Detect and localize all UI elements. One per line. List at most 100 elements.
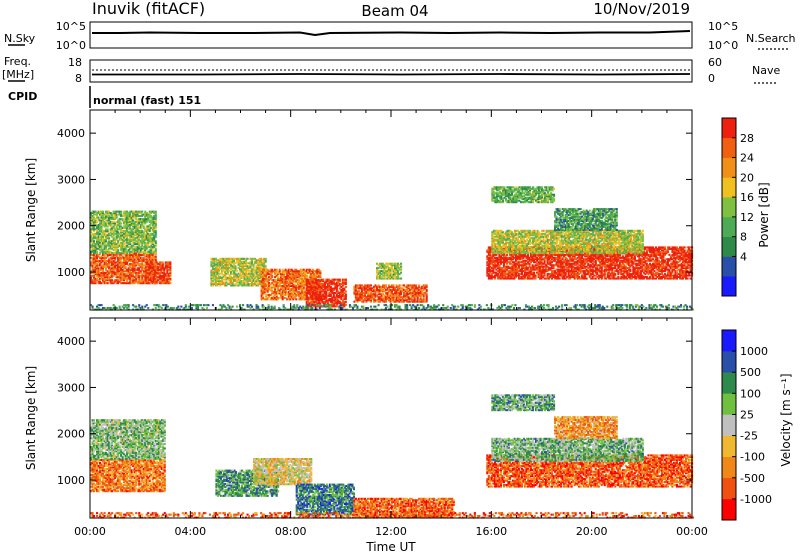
heatmap-cell — [103, 274, 106, 277]
heatmap-cell — [124, 273, 127, 276]
heatmap-cell — [141, 218, 144, 221]
heatmap-cell — [109, 246, 112, 249]
heatmap-cell — [141, 267, 144, 270]
heatmap-cell — [118, 237, 121, 240]
heatmap-cell — [132, 255, 135, 258]
nsky-label: N.Sky — [4, 32, 36, 45]
heatmap-cell — [111, 225, 114, 228]
heatmap-cell — [129, 218, 132, 221]
heatmap-cell — [120, 234, 123, 237]
heatmap-cell — [102, 229, 105, 232]
heatmap-cell — [127, 277, 130, 280]
power-cells — [90, 186, 695, 311]
heatmap-cell — [135, 216, 138, 219]
heatmap-cell — [169, 261, 172, 264]
heatmap-cell — [322, 278, 325, 281]
heatmap-cell — [120, 243, 123, 246]
heatmap-cell — [130, 247, 133, 250]
heatmap-cell — [106, 265, 109, 268]
heatmap-cell — [123, 226, 126, 229]
heatmap-cell — [129, 237, 132, 240]
heatmap-cell — [123, 250, 126, 253]
heatmap-cell — [136, 235, 139, 238]
heatmap-cell — [145, 244, 148, 247]
heatmap-cell — [148, 274, 151, 277]
heatmap-cell — [133, 225, 136, 228]
heatmap-cell — [105, 231, 108, 234]
heatmap-cell — [145, 277, 148, 280]
heatmap-cell — [151, 247, 154, 250]
heatmap-cell — [138, 267, 141, 270]
heatmap-cell — [146, 280, 149, 283]
heatmap-cell — [103, 225, 106, 228]
heatmap-cell — [109, 218, 112, 221]
heatmap-cell — [141, 244, 144, 247]
heatmap-cell — [145, 226, 148, 229]
heatmap-cell — [145, 259, 148, 262]
heatmap-cell — [127, 255, 130, 258]
heatmap-cell — [314, 278, 317, 281]
cpid-value: normal (fast) 151 — [93, 94, 201, 107]
heatmap-cell — [118, 261, 121, 264]
heatmap-cell — [109, 279, 112, 282]
heatmap-cell — [135, 226, 138, 229]
heatmap-cell — [115, 243, 118, 246]
heatmap-cell — [129, 279, 132, 282]
heatmap-cell — [114, 215, 117, 218]
heatmap-cell — [102, 270, 105, 273]
heatmap-cell — [121, 229, 124, 232]
heatmap-cell — [105, 246, 108, 249]
heatmap-cell — [127, 276, 130, 279]
heatmap-cell — [126, 256, 129, 259]
heatmap-cell — [109, 232, 112, 235]
heatmap-cell — [112, 261, 115, 264]
heatmap-cell — [94, 252, 97, 255]
heatmap-cell — [117, 228, 120, 231]
heatmap-cell — [154, 258, 157, 261]
heatmap-cell — [90, 244, 93, 247]
heatmap-cell — [148, 264, 151, 267]
heatmap-cell — [106, 215, 109, 218]
heatmap-cell — [133, 238, 136, 241]
heatmap-cell — [141, 222, 144, 225]
heatmap-cell — [129, 234, 132, 237]
heatmap-cell — [115, 216, 118, 219]
heatmap-cell — [146, 267, 149, 270]
heatmap-cell — [129, 243, 132, 246]
heatmap-cell — [109, 231, 112, 234]
heatmap-cell — [103, 279, 106, 282]
heatmap-cell — [148, 210, 151, 213]
heatmap-cell — [102, 280, 105, 283]
heatmap-cell — [93, 254, 96, 257]
heatmap-cell — [146, 261, 149, 264]
heatmap-cell — [123, 243, 126, 246]
heatmap-cell — [93, 247, 96, 250]
heatmap-cell — [130, 229, 133, 232]
heatmap-cell — [132, 234, 135, 237]
heatmap-cell — [126, 277, 129, 280]
heatmap-cell — [142, 220, 145, 223]
heatmap-cell — [102, 274, 105, 277]
heatmap-cell — [103, 243, 106, 246]
heatmap-cell — [127, 264, 130, 267]
heatmap-cell — [100, 218, 103, 221]
heatmap-cell — [145, 279, 148, 282]
heatmap-cell — [145, 213, 148, 216]
heatmap-cell — [141, 277, 144, 280]
heatmap-cell — [148, 212, 151, 215]
heatmap-cell — [151, 225, 154, 228]
heatmap-cell — [109, 223, 112, 226]
heatmap-cell — [91, 223, 94, 226]
heatmap-cell — [118, 235, 121, 238]
heatmap-cell — [132, 215, 135, 218]
heatmap-cell — [108, 259, 111, 262]
heatmap-cell — [121, 226, 124, 229]
heatmap-cell — [124, 244, 127, 247]
heatmap-cell — [96, 247, 99, 250]
heatmap-cell — [136, 256, 139, 259]
heatmap-cell — [114, 258, 117, 261]
heatmap-cell — [141, 238, 144, 241]
heatmap-cell — [142, 219, 145, 222]
heatmap-cell — [120, 268, 123, 271]
heatmap-cell — [105, 259, 108, 262]
